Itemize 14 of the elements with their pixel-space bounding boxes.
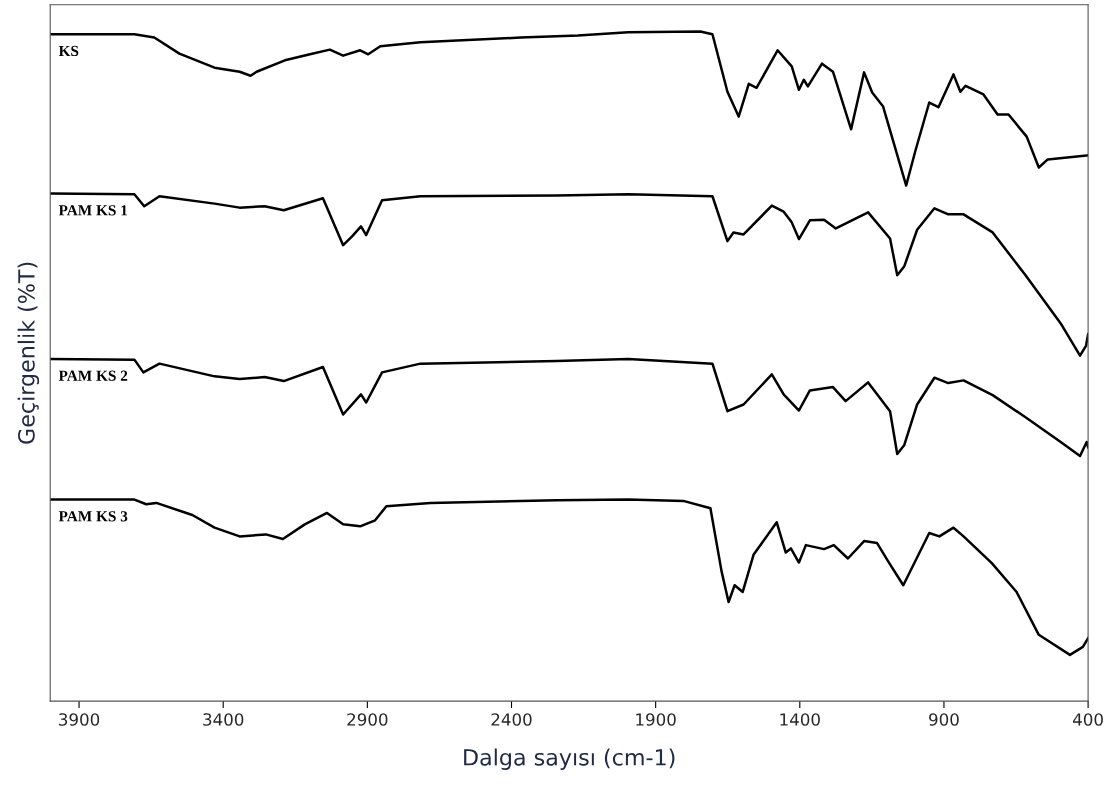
x-tick-label: 1900 [636, 713, 676, 726]
x-axis-title: Dalga sayısı (cm-1) [464, 748, 675, 770]
series-label: PAM KS 2 [58, 370, 128, 381]
series-label: KS [58, 45, 79, 57]
x-tick-label: 1400 [780, 713, 820, 726]
x-tick-label: 2900 [347, 713, 388, 726]
series-label: PAM KS 3 [58, 511, 128, 522]
y-axis-title: Geçirgenlik (%T) [17, 262, 40, 444]
series-label: PAM KS 1 [58, 205, 128, 216]
x-tick-label: 400 [1073, 713, 1103, 726]
x-tick-label: 2400 [491, 713, 532, 726]
x-tick-label: 900 [929, 713, 959, 726]
x-tick-label: 3900 [59, 713, 100, 726]
x-tick-label: 3400 [203, 713, 244, 726]
